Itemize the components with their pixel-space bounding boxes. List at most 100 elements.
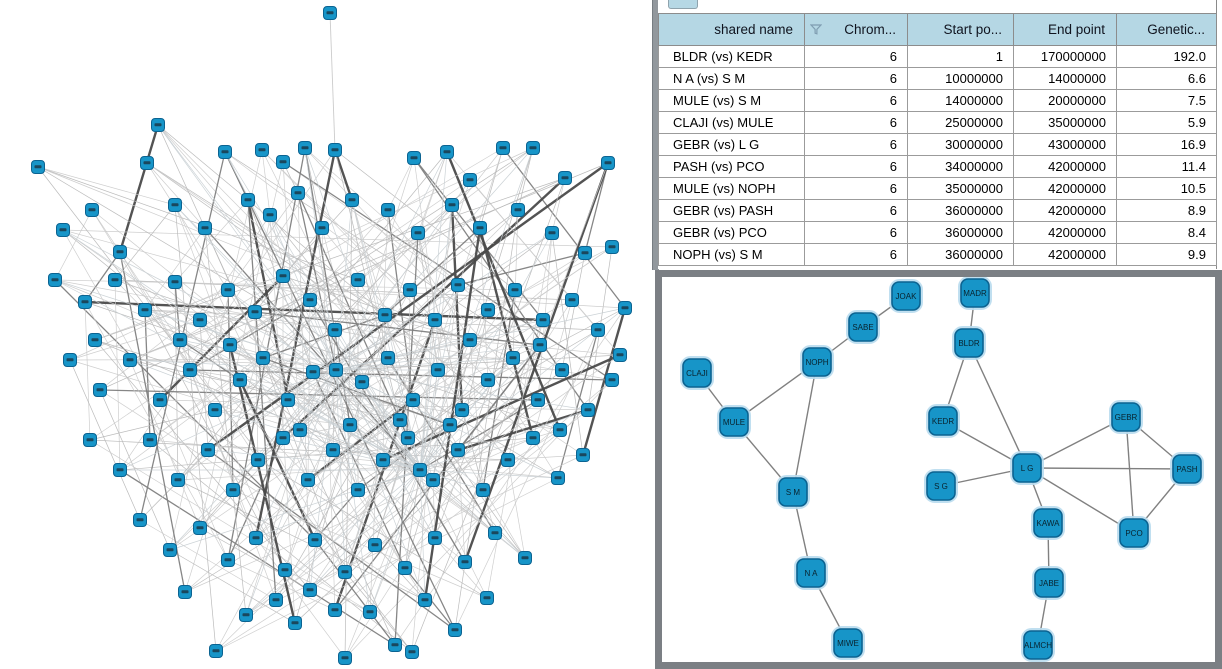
network-node[interactable] — [545, 226, 559, 240]
network-node[interactable] — [31, 160, 45, 174]
table-row[interactable]: GEBR (vs) PCO 6 36000000 42000000 8.4 — [658, 221, 1217, 244]
column-header-end-point[interactable]: End point — [1013, 13, 1117, 46]
network-node[interactable] — [153, 393, 167, 407]
node-miwe[interactable]: MIWE — [831, 626, 865, 660]
network-node[interactable] — [208, 403, 222, 417]
network-node[interactable] — [426, 473, 440, 487]
network-node[interactable] — [428, 313, 442, 327]
network-node[interactable] — [248, 305, 262, 319]
network-node[interactable] — [405, 645, 419, 659]
network-node[interactable] — [511, 203, 525, 217]
table-row[interactable]: PASH (vs) PCO 6 34000000 42000000 11.4 — [658, 155, 1217, 178]
network-node[interactable] — [233, 373, 247, 387]
network-node[interactable] — [178, 585, 192, 599]
network-node[interactable] — [226, 483, 240, 497]
network-node[interactable] — [218, 145, 232, 159]
network-node[interactable] — [63, 353, 77, 367]
network-node[interactable] — [473, 221, 487, 235]
network-node[interactable] — [455, 403, 469, 417]
network-node[interactable] — [458, 555, 472, 569]
network-node[interactable] — [551, 471, 565, 485]
column-header-start-position[interactable]: Start po... — [907, 13, 1014, 46]
node-bldr[interactable]: BLDR — [952, 326, 986, 360]
network-node[interactable] — [345, 193, 359, 207]
network-node[interactable] — [48, 273, 62, 287]
network-node[interactable] — [306, 365, 320, 379]
column-header-shared-name[interactable]: shared name — [658, 13, 805, 46]
network-node[interactable] — [581, 403, 595, 417]
network-node[interactable] — [276, 431, 290, 445]
table-row[interactable]: GEBR (vs) L G 6 30000000 43000000 16.9 — [658, 133, 1217, 156]
node-almch[interactable]: ALMCH — [1021, 628, 1055, 662]
network-node[interactable] — [303, 583, 317, 597]
network-node[interactable] — [591, 323, 605, 337]
network-node[interactable] — [281, 393, 295, 407]
network-node[interactable] — [518, 551, 532, 565]
network-node[interactable] — [381, 351, 395, 365]
network-node[interactable] — [209, 644, 223, 658]
network-node[interactable] — [401, 431, 415, 445]
network-node[interactable] — [565, 293, 579, 307]
network-node[interactable] — [255, 143, 269, 157]
node-madr[interactable]: MADR — [958, 277, 992, 310]
network-node[interactable] — [168, 198, 182, 212]
network-node[interactable] — [193, 521, 207, 535]
network-node[interactable] — [381, 203, 395, 217]
network-node[interactable] — [553, 423, 567, 437]
overview-network-canvas[interactable] — [0, 0, 652, 669]
network-node[interactable] — [78, 295, 92, 309]
network-node[interactable] — [83, 433, 97, 447]
network-node[interactable] — [403, 283, 417, 297]
node-noph[interactable]: NOPH — [800, 345, 834, 379]
network-node[interactable] — [576, 448, 590, 462]
node-sabe[interactable]: SABE — [846, 310, 880, 344]
network-node[interactable] — [393, 413, 407, 427]
network-node[interactable] — [256, 351, 270, 365]
network-node[interactable] — [293, 423, 307, 437]
network-node[interactable] — [536, 313, 550, 327]
network-node[interactable] — [501, 453, 515, 467]
network-node[interactable] — [138, 303, 152, 317]
network-node[interactable] — [388, 638, 402, 652]
network-node[interactable] — [221, 283, 235, 297]
network-node[interactable] — [448, 623, 462, 637]
network-node[interactable] — [463, 333, 477, 347]
network-node[interactable] — [301, 473, 315, 487]
network-node[interactable] — [173, 333, 187, 347]
panel-divider[interactable] — [652, 0, 659, 270]
node-gebr[interactable]: GEBR — [1109, 400, 1143, 434]
network-node[interactable] — [239, 608, 253, 622]
network-node[interactable] — [123, 353, 137, 367]
network-node[interactable] — [338, 651, 352, 665]
network-node[interactable] — [605, 240, 619, 254]
scrollbar-thumb-fragment[interactable] — [668, 0, 698, 9]
network-node[interactable] — [451, 443, 465, 457]
table-row[interactable]: MULE (vs) S M 6 14000000 20000000 7.5 — [658, 89, 1217, 112]
network-node[interactable] — [363, 605, 377, 619]
network-node[interactable] — [328, 323, 342, 337]
network-node[interactable] — [303, 293, 317, 307]
network-node[interactable] — [329, 363, 343, 377]
network-node[interactable] — [418, 593, 432, 607]
network-node[interactable] — [398, 561, 412, 575]
network-node[interactable] — [328, 143, 342, 157]
network-node[interactable] — [355, 375, 369, 389]
network-node[interactable] — [378, 308, 392, 322]
network-node[interactable] — [171, 473, 185, 487]
node-sg[interactable]: S G — [924, 469, 958, 503]
node-jabe[interactable]: JABE — [1032, 566, 1066, 600]
column-header-genetic[interactable]: Genetic... — [1116, 13, 1217, 46]
table-row[interactable]: N A (vs) S M 6 10000000 14000000 6.6 — [658, 67, 1217, 90]
network-node[interactable] — [508, 283, 522, 297]
network-node[interactable] — [338, 565, 352, 579]
network-node[interactable] — [451, 278, 465, 292]
table-row[interactable]: GEBR (vs) PASH 6 36000000 42000000 8.9 — [658, 199, 1217, 222]
network-node[interactable] — [481, 373, 495, 387]
node-claji[interactable]: CLAJI — [680, 356, 714, 390]
network-node[interactable] — [376, 453, 390, 467]
network-node[interactable] — [168, 275, 182, 289]
network-node[interactable] — [343, 418, 357, 432]
table-row[interactable]: BLDR (vs) KEDR 6 1 170000000 192.0 — [658, 45, 1217, 68]
network-node[interactable] — [533, 338, 547, 352]
filter-icon[interactable] — [810, 24, 823, 35]
